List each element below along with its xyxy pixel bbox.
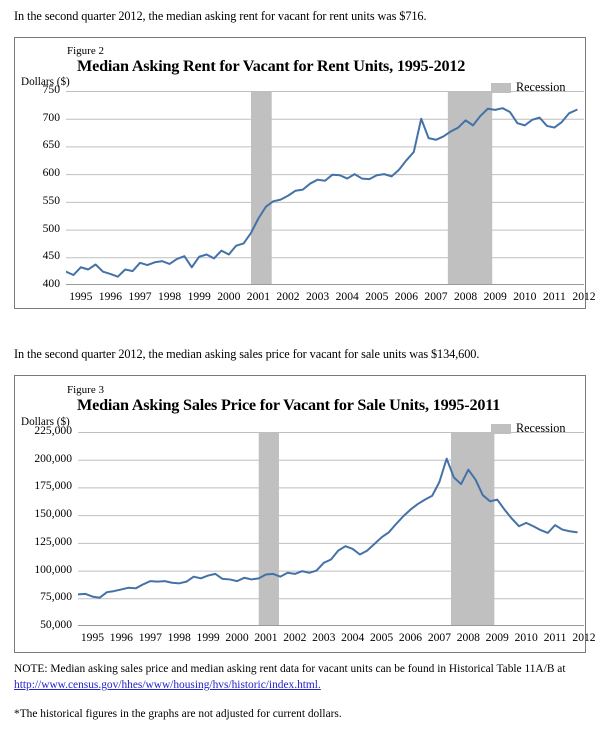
x-tick-label: 2010 xyxy=(513,290,537,303)
y-tick-label: 650 xyxy=(42,138,60,152)
x-tick-label: 1999 xyxy=(187,290,211,303)
x-tick-label: 2006 xyxy=(394,290,418,303)
figure-3-container: Figure 3 Median Asking Sales Price for V… xyxy=(14,375,596,653)
x-tick-label: 1995 xyxy=(80,631,105,644)
x-tick-label: 1998 xyxy=(167,631,191,644)
y-tick-label: 225,000 xyxy=(34,424,72,437)
figure-3-legend: Recession xyxy=(491,421,565,436)
recession-band xyxy=(450,432,495,626)
x-tick-label: 2007 xyxy=(424,290,448,303)
x-tick-label: 2000 xyxy=(217,290,241,303)
y-tick-label: 175,000 xyxy=(34,479,72,493)
x-tick-label: 1997 xyxy=(138,631,162,644)
intro-text-sales: In the second quarter 2012, the median a… xyxy=(14,347,480,361)
x-tick-label: 1999 xyxy=(196,631,220,644)
note-block: NOTE: Median asking sales price and medi… xyxy=(14,662,589,693)
x-tick-label: 2008 xyxy=(454,290,478,303)
figure-3-title: Median Asking Sales Price for Vacant for… xyxy=(77,396,501,414)
y-tick-label: 150,000 xyxy=(34,507,72,521)
figure-2-legend: Recession xyxy=(491,80,565,95)
recession-band xyxy=(447,91,493,285)
x-tick-label: 2007 xyxy=(427,631,452,644)
figure-3-y-axis-label: Dollars ($) xyxy=(21,416,70,428)
x-tick-label: 2005 xyxy=(365,290,389,303)
x-tick-label: 2011 xyxy=(543,290,566,303)
note-text: NOTE: Median asking sales price and medi… xyxy=(14,663,566,675)
recession-band xyxy=(251,91,272,285)
x-tick-label: 1996 xyxy=(98,290,122,303)
x-tick-label: 2008 xyxy=(456,631,480,644)
y-tick-label: 700 xyxy=(42,110,60,124)
x-tick-label: 2001 xyxy=(254,631,278,644)
y-tick-label: 500 xyxy=(42,221,60,235)
x-tick-label: 2004 xyxy=(341,631,365,644)
x-tick-label: 2002 xyxy=(283,631,307,644)
x-tick-label: 1996 xyxy=(109,631,133,644)
x-tick-label: 2009 xyxy=(485,631,509,644)
y-tick-label: 200,000 xyxy=(34,451,72,465)
figure-3-legend-label: Recession xyxy=(516,421,566,435)
x-tick-label: 2003 xyxy=(312,631,336,644)
recession-swatch-icon xyxy=(491,82,511,93)
x-tick-label: 2001 xyxy=(246,290,270,303)
y-tick-label: 450 xyxy=(42,249,60,263)
x-tick-label: 1998 xyxy=(158,290,182,303)
recession-swatch-icon xyxy=(491,423,511,434)
y-tick-label: 50,000 xyxy=(40,618,72,631)
x-tick-label: 1995 xyxy=(69,290,93,303)
x-tick-label: 2012 xyxy=(572,631,596,644)
figure-2-label: Figure 2 xyxy=(67,45,104,57)
recession-band xyxy=(258,432,279,626)
figure-2-title: Median Asking Rent for Vacant for Rent U… xyxy=(77,57,466,75)
x-tick-label: 2011 xyxy=(543,631,567,644)
x-tick-label: 2009 xyxy=(483,290,507,303)
x-tick-label: 2002 xyxy=(276,290,300,303)
y-tick-label: 550 xyxy=(42,193,60,207)
figure-2-container: Figure 2 Median Asking Rent for Vacant f… xyxy=(14,37,596,309)
footnote-text: *The historical figures in the graphs ar… xyxy=(14,708,342,720)
y-tick-label: 125,000 xyxy=(34,534,72,548)
figure-2-y-axis-label: Dollars ($) xyxy=(21,76,70,88)
x-tick-label: 2010 xyxy=(514,631,538,644)
figure-3-plot-area xyxy=(78,432,584,626)
y-tick-label: 600 xyxy=(42,166,60,180)
y-tick-label: 750 xyxy=(42,83,60,96)
x-tick-label: 2006 xyxy=(398,631,423,644)
y-tick-label: 400 xyxy=(42,277,60,290)
x-tick-label: 1997 xyxy=(128,290,152,303)
data-series-line xyxy=(78,457,578,599)
x-tick-label: 2003 xyxy=(306,290,330,303)
figure-3-label: Figure 3 xyxy=(67,384,104,396)
figure-2-legend-label: Recession xyxy=(516,80,566,94)
y-tick-label: 75,000 xyxy=(40,590,72,604)
y-tick-label: 100,000 xyxy=(34,562,72,576)
figure-2-plot-area xyxy=(66,91,584,285)
x-tick-label: 2005 xyxy=(370,631,394,644)
x-tick-label: 2004 xyxy=(335,290,359,303)
note-url-link[interactable]: http://www.census.gov/hhes/www/housing/h… xyxy=(14,678,321,691)
intro-text-rent: In the second quarter 2012, the median a… xyxy=(14,9,427,23)
x-tick-label: 2000 xyxy=(225,631,249,644)
data-series-line xyxy=(66,107,578,278)
x-tick-label: 2012 xyxy=(572,290,596,303)
